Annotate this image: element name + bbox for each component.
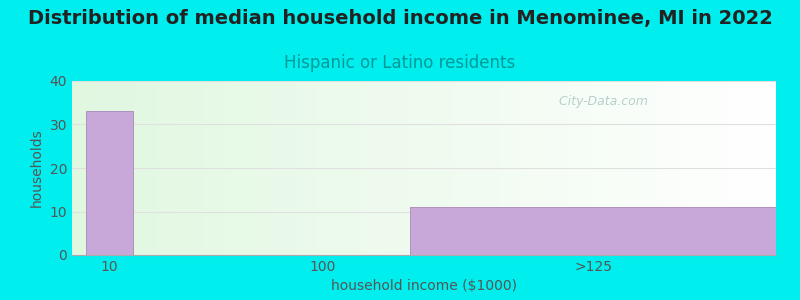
Y-axis label: households: households [30, 129, 44, 207]
Bar [410, 207, 776, 255]
X-axis label: household income ($1000): household income ($1000) [331, 279, 517, 293]
Bar [86, 111, 133, 255]
Text: Hispanic or Latino residents: Hispanic or Latino residents [284, 54, 516, 72]
Text: City-Data.com: City-Data.com [550, 95, 647, 108]
Text: Distribution of median household income in Menominee, MI in 2022: Distribution of median household income … [27, 9, 773, 28]
